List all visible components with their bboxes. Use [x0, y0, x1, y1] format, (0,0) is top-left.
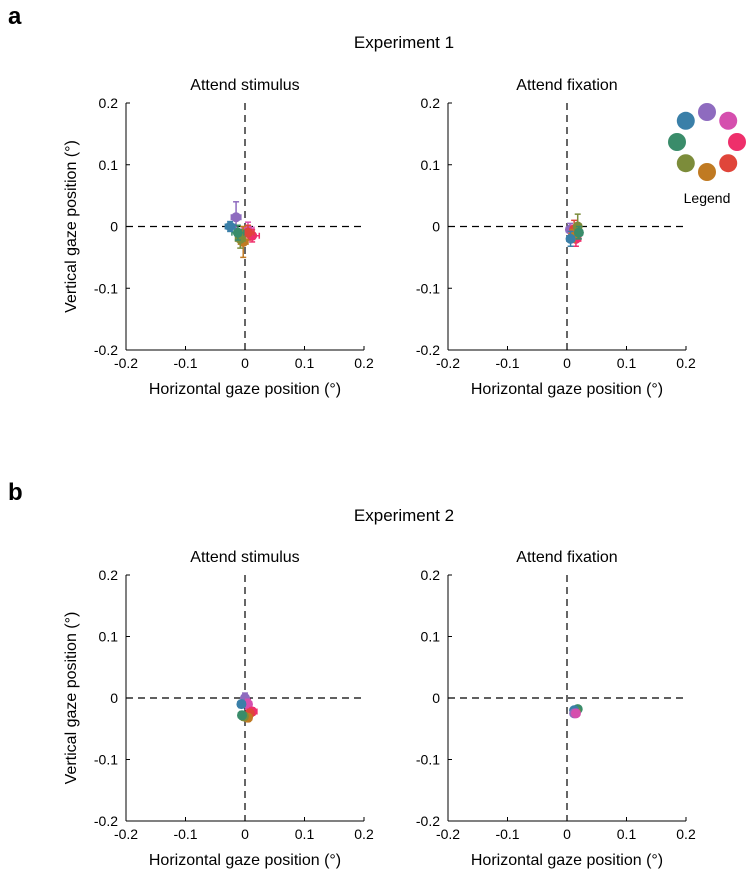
legend-color-dot [728, 133, 746, 151]
y-tick-label: -0.2 [416, 342, 440, 358]
x-tick-label: 0 [563, 826, 571, 842]
y-tick-label: 0.2 [99, 567, 119, 583]
y-tick-label: -0.2 [94, 813, 118, 829]
x-tick-label: -0.1 [173, 355, 197, 371]
data-marker [242, 227, 253, 238]
data-marker [225, 221, 236, 232]
y-tick-label: 0 [432, 690, 440, 706]
data-marker [236, 699, 247, 710]
data-point [230, 201, 242, 234]
y-tick-label: -0.1 [416, 752, 440, 768]
y-tick-label: -0.2 [416, 813, 440, 829]
x-tick-label: 0.2 [354, 355, 374, 371]
data-marker [565, 233, 576, 244]
x-axis-label: Horizontal gaze position (°) [471, 852, 663, 869]
y-axis-label: Vertical gaze position (°) [63, 612, 80, 785]
x-tick-label: 0.1 [617, 355, 637, 371]
x-tick-label: 0 [241, 826, 249, 842]
y-tick-label: 0.1 [421, 629, 441, 645]
x-axis-label: Horizontal gaze position (°) [149, 852, 341, 869]
y-tick-label: 0 [432, 219, 440, 235]
y-tick-label: 0.1 [421, 157, 441, 173]
x-tick-label: 0.1 [617, 826, 637, 842]
y-tick-label: -0.1 [416, 280, 440, 296]
x-tick-label: 0.2 [676, 355, 696, 371]
x-tick-label: 0 [563, 355, 571, 371]
panel-letter-a: a [8, 3, 22, 30]
data-marker [231, 212, 242, 223]
data-point [231, 224, 245, 241]
legend-color-dot [719, 154, 738, 173]
x-axis-label: Horizontal gaze position (°) [471, 381, 663, 398]
y-tick-label: 0 [110, 690, 118, 706]
legend-color-dot [676, 111, 695, 130]
y-tick-label: 0 [110, 219, 118, 235]
plot-exp1-attend-stimulus: -0.2 -0.1 0 0.1 0.2 -0.2 -0.1 0 0.1 0.2 Attend sti… [63, 77, 374, 398]
x-tick-label: -0.1 [495, 355, 519, 371]
plot-exp2-attend-stimulus: -0.2 -0.1 0 0.1 0.2 -0.2 -0.1 0 0.1 0.2 Attend sti… [63, 549, 374, 869]
y-tick-label: -0.1 [94, 280, 118, 296]
legend-label: Legend [684, 190, 731, 206]
x-tick-label: -0.2 [114, 355, 138, 371]
panel-letter-b: b [8, 479, 23, 506]
x-tick-label: -0.1 [495, 826, 519, 842]
x-tick-label: 0.2 [676, 826, 696, 842]
plot-title: Attend stimulus [190, 549, 299, 566]
data-point [565, 230, 576, 248]
legend-color-dot [719, 111, 738, 130]
legend-color-dot [668, 133, 686, 151]
data-point [236, 699, 247, 710]
x-tick-label: 0 [241, 355, 249, 371]
y-tick-label: -0.2 [94, 342, 118, 358]
experiment-1-title: Experiment 1 [354, 33, 454, 52]
x-tick-label: -0.2 [436, 355, 460, 371]
experiment-2-title: Experiment 2 [354, 506, 454, 525]
data-marker [237, 710, 248, 721]
legend-color-dot [676, 154, 695, 173]
x-tick-label: 0.1 [295, 355, 315, 371]
data-point [573, 225, 584, 240]
plot-title: Attend fixation [516, 77, 617, 94]
legend-color-dot [698, 163, 716, 181]
plot-exp1-attend-fixation: -0.2 -0.1 0 0.1 0.2 -0.2 -0.1 0 0.1 0.2 Attend fix… [416, 77, 696, 398]
y-tick-label: 0.1 [99, 629, 119, 645]
x-tick-label: -0.2 [114, 826, 138, 842]
y-tick-label: 0.2 [99, 95, 119, 111]
data-point [570, 708, 581, 719]
x-axis-label: Horizontal gaze position (°) [149, 381, 341, 398]
data-point [237, 710, 248, 721]
x-tick-label: -0.2 [436, 826, 460, 842]
x-tick-label: 0.1 [295, 826, 315, 842]
plot-exp2-attend-fixation: -0.2 -0.1 0 0.1 0.2 -0.2 -0.1 0 0.1 0.2 Attend fix… [416, 549, 696, 869]
color-legend [668, 103, 746, 181]
data-point [224, 220, 236, 233]
y-tick-label: 0.1 [99, 157, 119, 173]
x-tick-label: -0.1 [173, 826, 197, 842]
legend-color-dot [698, 103, 716, 121]
data-marker [570, 708, 581, 719]
data-point [241, 224, 255, 241]
y-tick-label: 0.2 [421, 567, 441, 583]
data-marker [573, 227, 584, 238]
y-axis-label: Vertical gaze position (°) [63, 140, 80, 313]
y-tick-label: -0.1 [94, 752, 118, 768]
plot-title: Attend fixation [516, 549, 617, 566]
y-tick-label: 0.2 [421, 95, 441, 111]
x-tick-label: 0.2 [354, 826, 374, 842]
data-marker [232, 227, 243, 238]
plot-title: Attend stimulus [190, 77, 299, 94]
